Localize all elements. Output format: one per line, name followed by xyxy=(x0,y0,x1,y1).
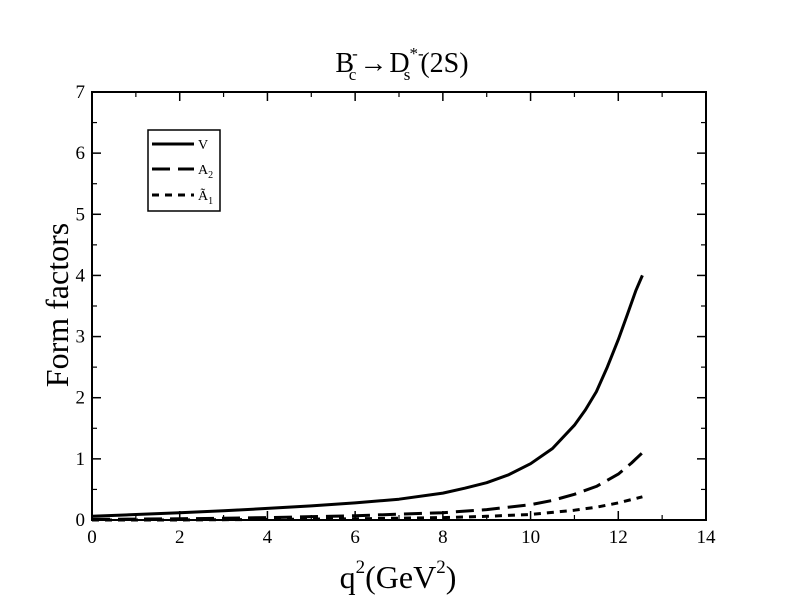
title-main-sup: - xyxy=(352,44,358,63)
legend: V A2 Ã1 xyxy=(147,129,221,212)
x-label-var-sup: 2 xyxy=(356,557,366,578)
x-label-var: q xyxy=(340,559,356,595)
y-tick-label: 0 xyxy=(76,510,86,531)
y-tick-label: 6 xyxy=(76,143,86,164)
series-line-1 xyxy=(91,451,644,521)
x-label-unit-open: (GeV xyxy=(365,559,436,595)
y-tick-label: 1 xyxy=(76,449,86,470)
legend-label-a2: A2 xyxy=(198,163,213,181)
title-target: D xyxy=(389,48,409,79)
plot-frame xyxy=(91,91,707,521)
x-tick-label: 14 xyxy=(697,527,717,548)
title-target-sub: s xyxy=(404,65,411,84)
y-tick-label: 7 xyxy=(76,82,86,103)
x-label-unit-close: ) xyxy=(446,559,457,595)
x-tick-label: 4 xyxy=(263,527,273,548)
x-axis-label: q2(GeV2) xyxy=(340,557,457,595)
title-state: (2S) xyxy=(420,48,468,79)
title-arrow: → xyxy=(359,48,387,79)
x-tick-label: 10 xyxy=(521,527,540,548)
x-tick-label: 2 xyxy=(175,527,185,548)
title-target-sup: *- xyxy=(410,44,425,63)
x-tick-label: 6 xyxy=(350,527,360,548)
y-axis-label: Form factors xyxy=(39,223,75,387)
title-main-sub: c xyxy=(349,65,357,84)
y-tick-label: 2 xyxy=(76,388,86,409)
y-tick-label: 4 xyxy=(76,265,86,286)
title-main: B xyxy=(335,48,354,79)
x-tick-label: 12 xyxy=(609,527,628,548)
y-tick-label: 5 xyxy=(76,204,86,225)
x-tick-label: 8 xyxy=(438,527,448,548)
legend-label-a1: Ã1 xyxy=(198,188,213,207)
x-label-unit-sup: 2 xyxy=(436,557,446,578)
chart-title: B- c →D*- s (2S) xyxy=(335,44,468,84)
legend-label-v: V xyxy=(198,138,208,153)
series-line-0 xyxy=(91,274,644,518)
x-tick-label: 0 xyxy=(87,527,97,548)
y-tick-label: 3 xyxy=(76,327,86,348)
